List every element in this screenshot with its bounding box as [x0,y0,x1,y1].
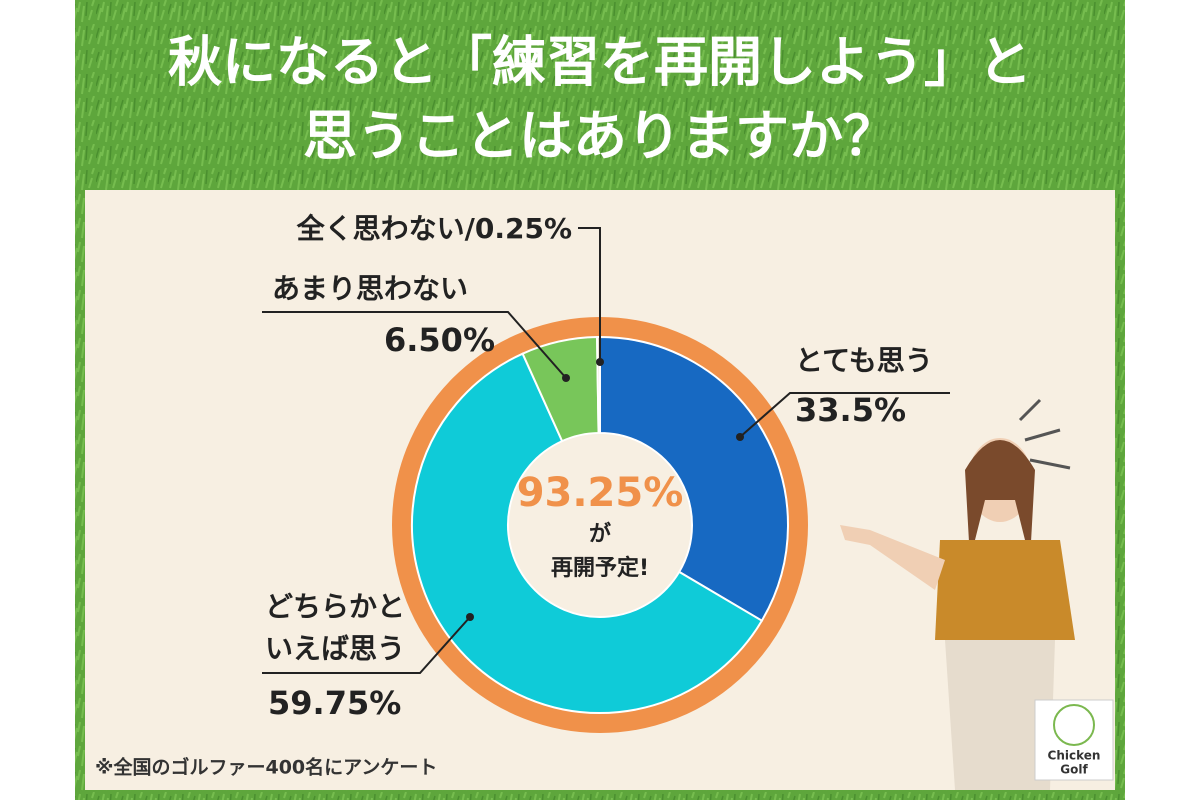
leader-line [578,227,601,362]
center-value: 93.25% [517,470,684,516]
leader-line [739,392,950,438]
slice [411,352,764,714]
leader-line [262,311,567,379]
label-line: いえば思う [265,632,405,665]
leader-line [262,616,471,674]
illustration [840,398,1075,790]
label-line: どちらかと [265,590,405,623]
label-part: / [465,212,476,245]
center-text: が [589,521,611,547]
logo-text: Chicken [1048,749,1101,763]
label: あまり思わない [272,272,468,305]
label-part: 全く思わない [296,212,465,245]
leader-dot [596,358,604,366]
logo: Chicken Golf [1034,699,1114,781]
leader-dot [562,374,570,382]
label: 6.50% [384,321,495,359]
title-line: 秋になると「練習を再開しよう」と [168,31,1032,94]
label: 全く思わない/0.25% [296,212,572,245]
center-text: 再開予定! [551,555,649,581]
label: どちらかといえば思う [265,590,405,665]
leader-dot [736,433,744,441]
label: とても思う [795,344,933,377]
leader-dot [466,613,474,621]
label-part: 0.25% [475,212,572,245]
label: 59.75% [268,684,401,722]
center-hole [509,434,691,616]
title-line: 思うことはありますか？ [303,105,897,168]
logo-text: Golf [1060,763,1088,777]
label: 33.5% [795,391,906,429]
note: ※全国のゴルファー400名にアンケート [95,756,437,779]
slice [599,335,789,623]
